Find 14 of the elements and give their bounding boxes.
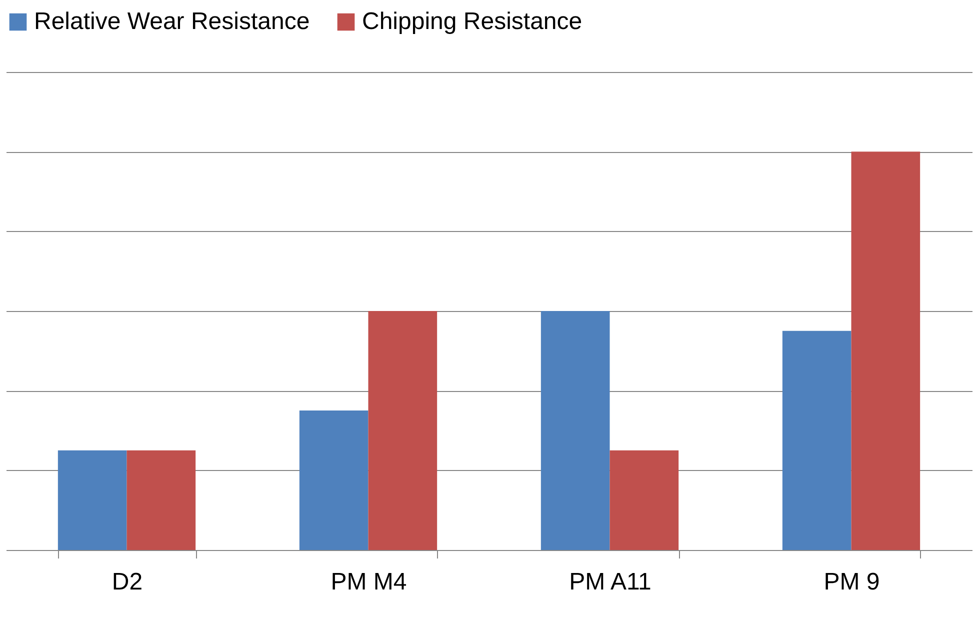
bar [368,310,438,550]
bar [58,450,127,550]
legend-label: Relative Wear Resistance [34,8,310,35]
bar [126,450,196,550]
x-tick-label: D2 [112,568,143,596]
bar [299,410,368,550]
x-tick-label: PM A11 [569,568,652,596]
legend-label: Chipping Resistance [362,8,582,35]
bar [540,310,610,550]
x-tick-label: PM 9 [824,568,880,596]
bar [851,152,920,550]
bar [610,450,679,550]
bar [782,330,852,550]
x-tick-label: PM M4 [330,568,407,596]
